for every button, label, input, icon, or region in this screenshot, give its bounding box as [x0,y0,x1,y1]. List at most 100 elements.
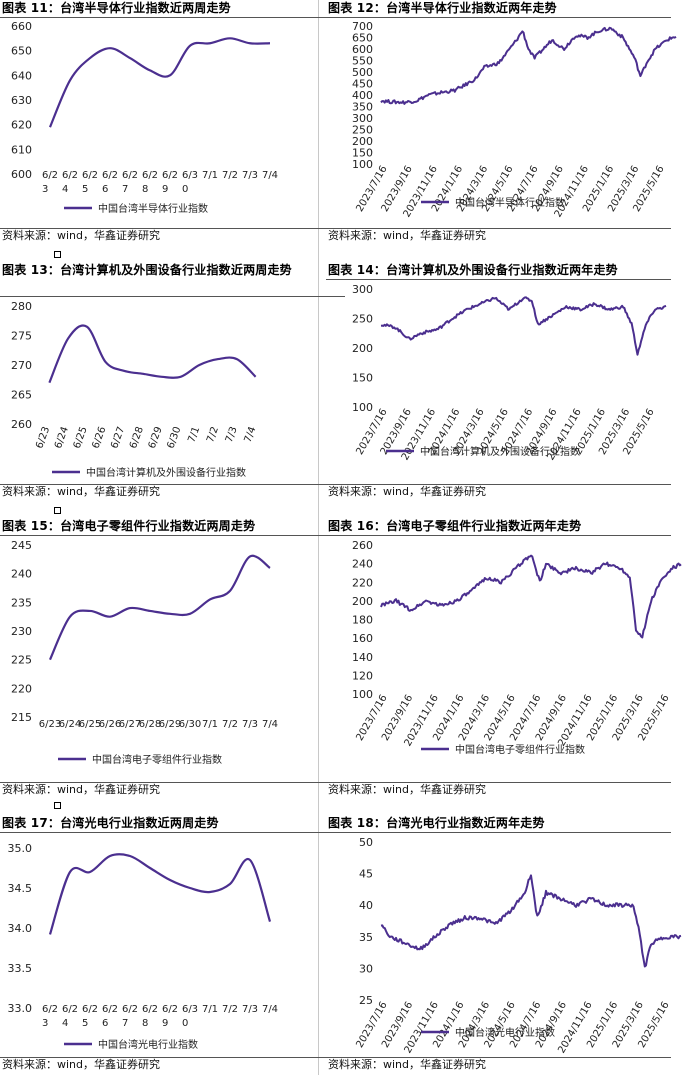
x-tick-label: 6/26 [99,719,121,730]
y-tick-label: 230 [11,625,32,638]
source-note: 资料来源：wind，华鑫证券研究 [2,485,161,498]
chart-14-svg: 1001502002503002023/7/162023/9/162023/11… [352,283,667,462]
title-rule [326,17,671,18]
chart-title: 图表 18：台湾光电行业指数近两年走势 [328,816,545,830]
chart-title: 图表 16：台湾电子零组件行业指数近两年走势 [328,519,582,533]
x-tick-label: 6/28 [128,425,146,450]
y-tick-label: 240 [11,568,32,581]
legend-label: 中国台湾计算机及外围设备行业指数 [420,445,580,458]
x-tick-label: 6/30 [165,425,183,450]
source-rule [0,484,345,485]
x-tick-label-cont: 9 [162,184,168,195]
y-tick-label: 450 [352,78,373,91]
y-tick-label: 50 [359,836,373,849]
x-tick-label: 7/1 [202,1004,218,1015]
x-tick-label: 6/25 [79,719,101,730]
title-rule [326,832,671,833]
y-tick-label: 350 [352,101,373,114]
y-tick-label: 33.0 [8,1002,33,1015]
x-tick-label-cont: 6 [102,1018,108,1029]
legend-label: 中国台湾计算机及外围设备行业指数 [86,466,246,479]
x-tick-label: 7/2 [222,719,238,730]
y-tick-label: 150 [352,372,373,385]
x-tick-label: 6/2 [122,1004,138,1015]
x-tick-label: 7/3 [242,170,258,181]
series-line [48,853,272,935]
y-tick-label: 300 [352,112,373,125]
y-tick-label: 650 [11,45,32,58]
y-tick-label: 220 [352,576,373,589]
chart-18-svg: 2530354045502023/7/162023/9/162023/11/16… [354,836,682,1055]
x-tick-label-cont: 3 [42,184,48,195]
x-tick-label: 6/2 [82,170,98,181]
legend-label: 中国台湾半导体行业指数 [455,196,565,209]
x-tick-label: 7/3 [224,425,240,444]
x-tick-label: 7/1 [186,425,202,444]
x-tick-label: 6/27 [109,425,127,450]
y-tick-label: 600 [352,43,373,56]
x-tick-label: 7/1 [202,170,218,181]
source-note: 资料来源：wind，华鑫证券研究 [2,1058,161,1071]
x-tick-label: 7/1 [202,719,218,730]
y-tick-label: 150 [352,147,373,160]
x-tick-label: 6/25 [72,425,90,450]
series-line [380,26,677,105]
chart-panel-14: 图表 14：台湾计算机及外围设备行业指数近两年走势 100 150 200 250 30… [326,262,671,502]
source-note: 资料来源：wind，华鑫证券研究 [328,1058,487,1071]
chart-title: 图表 14：台湾计算机及外围设备行业指数近两年走势 [328,263,618,277]
y-tick-label: 640 [11,69,32,82]
source-note: 资料来源：wind，华鑫证券研究 [2,783,161,796]
y-tick-label: 35 [359,931,373,944]
x-tick-label: 6/2 [42,170,58,181]
x-tick-label: 6/24 [59,719,81,730]
series-line [49,554,271,661]
y-tick-label: 225 [11,654,32,667]
y-tick-label: 610 [11,143,32,156]
legend-label: 中国台湾光电行业指数 [98,1038,198,1051]
title-rule [0,832,345,833]
y-tick-label: 45 [359,868,373,881]
y-tick-label: 35.0 [8,842,33,855]
y-tick-label: 400 [352,89,373,102]
y-tick-label: 620 [11,119,32,132]
x-tick-label: 6/2 [102,1004,118,1015]
chart-panel-16: 图表 16：台湾电子零组件行业指数近两年走势 100 120 140 160 180 20… [326,518,682,798]
y-tick-label: 280 [11,300,32,313]
source-rule [326,782,671,783]
chart-title: 图表 13：台湾计算机及外围设备行业指数近两周走势 [2,263,292,277]
x-tick-label: 7/4 [262,719,278,730]
y-tick-label: 200 [352,595,373,608]
chart-panel-13: 图表 13：台湾计算机及外围设备行业指数近两周走势 260 265 270 275 28… [0,262,345,502]
y-tick-label: 250 [352,124,373,137]
x-tick-label-cont: 9 [162,1018,168,1029]
x-tick-label: 7/3 [242,1004,258,1015]
y-tick-label: 250 [352,313,373,326]
chart-11-svg: 600 610 620 630 640 650 660 6/2 3 6/2 4 6/2 5 6/2 6 6/2… [11,20,278,215]
y-tick-label: 140 [352,651,373,664]
chart-17-svg: 33.0 33.5 34.0 34.5 35.0 6/2 3 6/2 4 6/2 5 6/2 6 6/2 7… [8,842,279,1051]
x-tick-label: 7/4 [262,170,278,181]
x-tick-label-cont: 5 [82,1018,88,1029]
chart-panel-15: 图表 15：台湾电子零组件行业指数近两周走势 215 220 225 230 235 24… [0,518,345,798]
x-tick-label: 7/2 [222,1004,238,1015]
title-rule [326,279,671,280]
legend-label: 中国台湾半导体行业指数 [98,202,208,215]
x-tick-label: 6/2 [62,170,78,181]
x-tick-label: 6/3 [182,170,198,181]
y-tick-label: 120 [352,669,373,682]
y-tick-label: 220 [11,682,32,695]
x-tick-label-cont: 3 [42,1018,48,1029]
source-note: 资料来源：wind，华鑫证券研究 [328,783,487,796]
legend-label: 中国台湾光电行业指数 [455,1026,555,1039]
x-tick-label: 6/29 [159,719,181,730]
x-tick-label-cont: 7 [122,1018,128,1029]
column-separator [318,0,319,1075]
x-tick-label-cont: 0 [182,1018,188,1029]
y-tick-label: 500 [352,66,373,79]
y-tick-label: 100 [352,401,373,414]
x-tick-label: 6/30 [179,719,201,730]
y-tick-label: 245 [11,539,32,552]
source-rule [0,228,345,229]
x-tick-label: 6/29 [147,425,165,450]
